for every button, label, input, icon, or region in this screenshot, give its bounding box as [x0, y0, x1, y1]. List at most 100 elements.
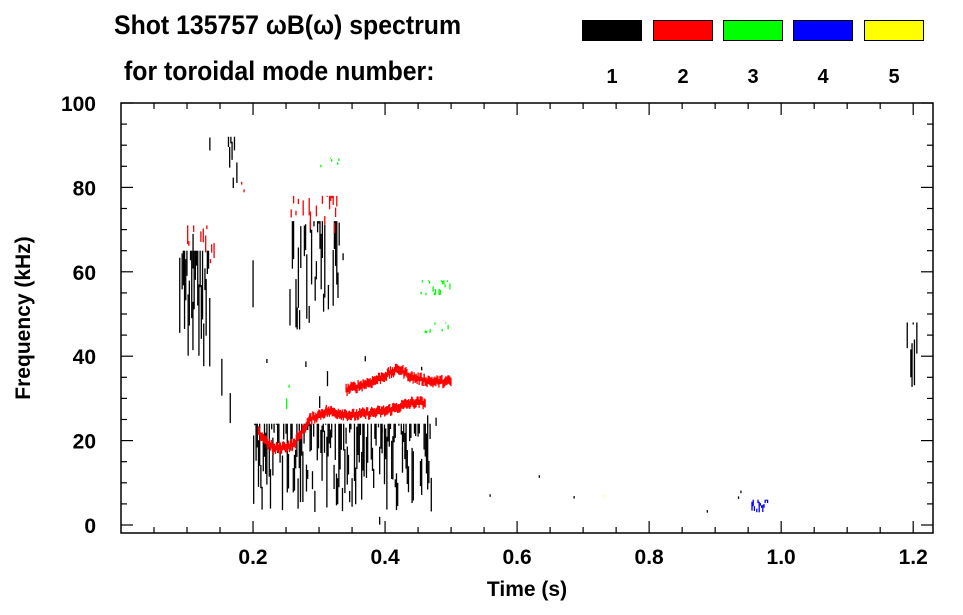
spectrum-trace-n2 [386, 406, 388, 415]
spectrum-trace-n2 [371, 376, 374, 385]
spectrum-streak-n1 [412, 451, 414, 501]
spectrum-streak-n1 [400, 423, 402, 435]
spectrum-streak-n1 [409, 423, 411, 442]
spectrum-trace-n2 [374, 408, 376, 417]
spectrum-streak-n1 [296, 307, 298, 330]
spectrum-streak-n4 [752, 499, 754, 507]
spectrum-streak-n2 [321, 195, 324, 204]
spectrum-trace-n2 [273, 443, 276, 452]
spectrum-streak-n3 [444, 284, 446, 288]
spectrum-streak-n1 [334, 221, 337, 266]
spectrum-streak-n2 [309, 211, 312, 229]
spectrum-streak-n1 [398, 423, 400, 426]
spectrum-trace-n2 [416, 375, 418, 385]
spectrum-trace-n2 [357, 380, 359, 389]
x-tick-label: 1.0 [767, 546, 796, 569]
spectrum-streak-n1 [353, 423, 356, 482]
spectrum-trace-n2 [397, 404, 399, 414]
spectrum-trace-n2 [380, 372, 383, 381]
spectrum-streak-n1 [325, 423, 327, 425]
spectrum-trace-n2 [342, 412, 344, 421]
spectrum-trace-n2 [427, 375, 429, 385]
legend-label-mode-1: 1 [606, 66, 618, 88]
spectrum-streak-n1 [322, 423, 324, 433]
spectrum-streak-n1 [221, 358, 223, 396]
spectrum-trace-n2 [409, 400, 411, 409]
y-tick-label: 100 [61, 93, 96, 116]
spectrum-streak-n1 [340, 423, 342, 450]
spectrum-streak-n1 [379, 446, 381, 475]
spectrum-streak-n1 [278, 423, 280, 443]
spectrum-trace-n2 [353, 408, 355, 418]
spectrum-trace-n2 [257, 426, 259, 435]
spectrum-trace-n2 [356, 409, 358, 418]
chart-title: Shot 135757 ωB(ω) spectrum [114, 10, 462, 40]
spectrum-trace-n2 [300, 430, 302, 440]
spectrum-streak-n2 [209, 259, 212, 264]
spectrum-trace-n2 [365, 380, 367, 390]
spectrum-trace-n2 [327, 406, 329, 415]
spectrum-streak-n1 [195, 250, 198, 266]
spectrum-streak-n3 [338, 158, 340, 161]
spectrum-trace-n2 [388, 370, 391, 379]
spectrum-streak-n1 [299, 438, 302, 503]
spectrum-streak-n1 [229, 146, 231, 168]
spectrum-trace-n2 [303, 424, 305, 433]
spectrum-streak-n2 [290, 209, 292, 218]
spectrum-trace-n2 [311, 416, 313, 425]
spectrum-streak-n1 [341, 487, 344, 512]
spectrum-streak-n3 [447, 324, 449, 330]
spectrum-streak-n2 [330, 195, 332, 202]
spectrum-trace-n2 [350, 411, 352, 421]
spectrum-trace-n2 [361, 383, 363, 392]
spectrum-trace-n2 [437, 376, 439, 385]
spectrum-trace-n2 [317, 411, 319, 420]
spectrum-streak-n4 [766, 499, 769, 504]
spectrum-streak-n2 [202, 228, 204, 243]
spectrum-streak-n2 [315, 205, 318, 217]
spectrum-trace-n2 [372, 376, 375, 386]
spectrum-trace-n2 [414, 374, 416, 383]
spectrum-streak-n1 [364, 356, 366, 362]
spectrum-trace-n2 [384, 371, 387, 381]
spectrum-streak-n1 [404, 432, 406, 460]
spectrum-streak-n1 [417, 423, 419, 437]
spectrum-streak-n3 [441, 328, 443, 332]
spectrum-trace-n2 [403, 400, 405, 409]
spectrum-trace-n2 [277, 444, 280, 454]
spectrum-trace-n2 [393, 367, 396, 376]
spectrum-streak-n1 [424, 423, 426, 457]
spectrum-streak-n3 [329, 157, 332, 159]
spectrum-trace-n2 [264, 435, 266, 445]
spectrum-streak-n1 [430, 477, 432, 512]
spectrum-streak-n1 [293, 454, 296, 491]
spectrum-streak-n1 [271, 423, 273, 430]
spectrum-trace-n2 [401, 400, 403, 409]
spectrum-streak-n3 [425, 330, 428, 334]
spectrum-streak-n1 [204, 268, 206, 291]
spectrum-trace-n2 [367, 407, 369, 416]
spectrum-trace-n2 [337, 408, 339, 418]
spectrum-trace-n2 [301, 424, 303, 433]
spectrum-streak-n1 [189, 250, 192, 261]
spectrum-streak-n1 [286, 423, 288, 493]
spectrum-streak-n1 [362, 423, 364, 471]
spectrum-trace-n2 [367, 378, 369, 387]
spectrum-streak-n1 [329, 429, 332, 449]
spectrum-trace-n2 [319, 409, 321, 419]
y-tick-label: 0 [84, 515, 96, 538]
spectrum-streak-n1 [307, 423, 309, 431]
spectrum-trace-n2 [436, 375, 438, 384]
spectrum-trace-n2 [385, 406, 387, 416]
spectrum-streak-n1 [295, 449, 297, 469]
spectrum-trace-n2 [412, 398, 414, 408]
spectrum-streak-n1 [273, 423, 275, 433]
spectrum-trace-n2 [316, 414, 318, 423]
spectrum-streak-n1 [338, 423, 340, 488]
spectrum-trace-n2 [373, 408, 375, 418]
spectrum-trace-n2 [302, 425, 304, 434]
spectrum-streak-n1 [233, 136, 236, 151]
spectrum-streak-n1 [573, 496, 575, 499]
spectrum-streak-n1 [373, 468, 375, 488]
x-tick-label: 0.2 [238, 546, 267, 569]
